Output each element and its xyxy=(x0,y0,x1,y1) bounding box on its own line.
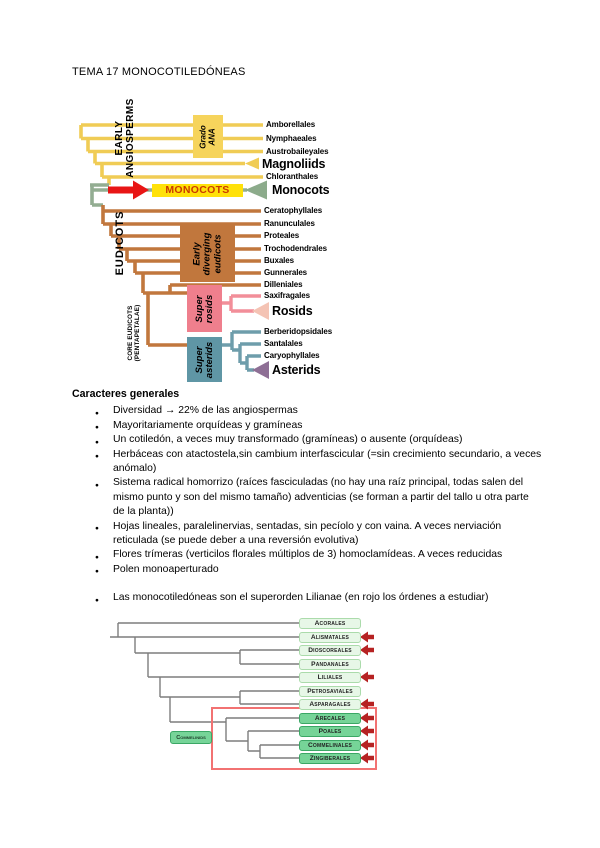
early-angiosperm-branches xyxy=(79,123,263,185)
general-characters-section: Caracteres generales Diversidad → 22% de… xyxy=(72,387,542,609)
bullet-item: Sistema radical homorrizo (raíces fascic… xyxy=(72,476,542,519)
taxon-amborellales: Amborellales xyxy=(266,120,316,129)
study-arrow-icon-poales xyxy=(360,725,374,737)
taxon-austrobaileyales: Austrobaileyales xyxy=(266,146,329,156)
taxon-magnoliids: Magnoliids xyxy=(262,156,326,171)
monocot-tree-branches xyxy=(110,622,299,759)
taxon-monocots: Monocots xyxy=(272,182,330,197)
monocots-clade-triangle xyxy=(245,180,267,200)
order-box-dioscoreales: Dioscoreales xyxy=(299,644,361,656)
study-arrow-icon-liliales xyxy=(360,671,374,683)
asterids-clade-triangle xyxy=(252,361,269,379)
super-asterids-label: Super asterids xyxy=(193,341,215,378)
bullet-item: Un cotiledón, a veces muy transformado (… xyxy=(72,433,542,450)
study-arrow-icon-zingiberales xyxy=(360,752,374,764)
early-diverging-eudicots-label: Early diverging eudicots xyxy=(191,232,223,275)
super-asterids-box: Super asterids xyxy=(187,337,222,382)
bullet-item: Herbáceas con atactostela,sin cambium in… xyxy=(72,448,542,477)
taxon-ranunculales: Ranunculales xyxy=(264,219,315,228)
taxon-berberidopsidales: Berberidopsidales xyxy=(264,327,333,336)
monocots-highlight-label: MONOCOTS xyxy=(152,183,243,197)
magnoliids-clade-triangle xyxy=(245,157,259,170)
order-box-pandanales: Pandanales xyxy=(299,658,361,670)
taxon-caryophyllales: Caryophyllales xyxy=(264,351,320,360)
order-box-zingiberales: Zingiberales xyxy=(299,752,361,764)
early-angiosperms-label: EARLY ANGIOSPERMS xyxy=(114,98,136,178)
super-rosid-branches xyxy=(222,294,261,313)
phylogeny-tree-graphic xyxy=(79,123,269,379)
study-arrow-icon-asparagales xyxy=(360,698,374,710)
bullet-item: Diversidad → 22% de las angiospermas xyxy=(72,404,542,421)
super-asterid-branches xyxy=(222,330,261,372)
bullet-item: Polen monoaperturado xyxy=(72,563,542,580)
order-box-asparagales: Asparagales xyxy=(299,698,361,710)
figure-monocot-orders: Acorales Alismatales Dioscoreales Pandan… xyxy=(108,612,408,780)
taxon-dilleniales: Dilleniales xyxy=(264,280,303,289)
monocot-stem-branches xyxy=(90,183,247,207)
commelinids-label: Commelinids xyxy=(170,731,212,744)
taxon-rosids: Rosids xyxy=(272,303,313,318)
rosids-clade-triangle xyxy=(252,302,269,320)
figure-angiosperm-phylogeny: EARLY ANGIOSPERMS EUDICOTS CORE EUDICOTS… xyxy=(75,90,380,390)
study-arrow-icon-alismatales xyxy=(360,631,374,643)
studied-orders-frame xyxy=(211,707,377,770)
eudicots-label: EUDICOTS xyxy=(114,210,127,276)
super-rosids-box: Super rosids xyxy=(187,285,222,332)
order-box-poales: Poales xyxy=(299,725,361,737)
page-title: TEMA 17 MONOCOTILEDÓNEAS xyxy=(72,66,246,78)
taxon-trochodendrales: Trochodendrales xyxy=(264,244,327,253)
bullet-item-lilianae: Las monocotiledóneas son el superorden L… xyxy=(72,591,542,608)
core-eudicots-label: CORE EUDICOTS (PENTAPETALAE) xyxy=(127,304,141,362)
taxon-gunnerales: Gunnerales xyxy=(264,268,308,277)
taxon-saxifragales: Saxifragales xyxy=(264,291,310,300)
grado-ana-label: Grado ANA xyxy=(198,124,216,149)
taxon-asterids: Asterids xyxy=(272,362,321,377)
order-box-alismatales: Alismatales xyxy=(299,631,361,643)
super-rosids-label: Super rosids xyxy=(193,294,215,323)
section-heading: Caracteres generales xyxy=(72,388,180,400)
taxon-nymphaeales: Nymphaeales xyxy=(266,133,317,143)
eudicot-branches xyxy=(101,205,261,347)
taxon-ceratophyllales: Ceratophyllales xyxy=(264,206,323,215)
study-arrow-icons xyxy=(360,631,374,764)
monocots-highlight-arrow-icon xyxy=(108,180,149,200)
bullet-list: Diversidad → 22% de las angiospermas May… xyxy=(72,404,542,608)
order-box-petrosaviales: Petrosaviales xyxy=(299,685,361,697)
early-diverging-eudicots-box: Early diverging eudicots xyxy=(180,225,235,282)
monocot-tree-graphic xyxy=(110,622,377,770)
study-arrow-icon-commelinales xyxy=(360,739,374,751)
order-box-commelinales: Commelinales xyxy=(299,739,361,751)
bullet-item: Hojas lineales, paralelinervias, sentada… xyxy=(72,520,542,549)
taxon-chloranthales: Chloranthales xyxy=(266,172,319,181)
study-arrow-icon-arecales xyxy=(360,712,374,724)
order-box-acorales: Acorales xyxy=(299,617,361,629)
bullet-item: Flores trímeras (verticilos florales múl… xyxy=(72,548,542,565)
bullet-item: Mayoritariamente orquídeas y gramíneas xyxy=(72,419,542,436)
study-arrow-icon-dioscoreales xyxy=(360,644,374,656)
order-box-arecales: Arecales xyxy=(299,712,361,724)
taxon-santalales: Santalales xyxy=(264,339,303,348)
taxon-buxales: Buxales xyxy=(264,256,294,265)
grado-ana-box: Grado ANA xyxy=(193,115,223,158)
taxon-proteales: Proteales xyxy=(264,231,300,240)
order-box-liliales: Liliales xyxy=(299,671,361,683)
